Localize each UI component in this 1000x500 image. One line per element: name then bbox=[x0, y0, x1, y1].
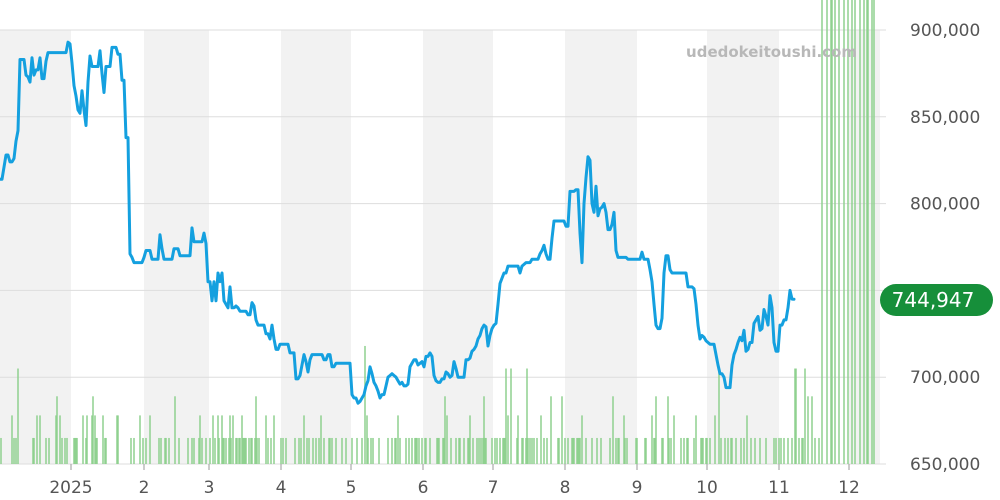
y-tick-label: 850,000 bbox=[910, 108, 980, 128]
last-value-badge: 744,947 bbox=[880, 284, 993, 316]
last-value-label: 744,947 bbox=[892, 288, 975, 312]
watermark-text: udedokeitoushi.com bbox=[686, 43, 857, 61]
x-tick-label: 7 bbox=[488, 478, 499, 498]
x-tick-label: 12 bbox=[838, 478, 860, 498]
x-tick-label: 10 bbox=[696, 478, 718, 498]
y-tick-label: 900,000 bbox=[910, 21, 980, 41]
x-tick-label: 2025 bbox=[49, 478, 92, 498]
month-band bbox=[423, 30, 493, 464]
month-band bbox=[0, 30, 71, 464]
y-tick-label: 800,000 bbox=[910, 195, 980, 215]
x-tick-label: 9 bbox=[632, 478, 643, 498]
month-band bbox=[281, 30, 351, 464]
price-line bbox=[0, 40, 796, 405]
y-axis-ticks: 650,000700,000750,000800,000850,000900,0… bbox=[910, 21, 980, 475]
month-band bbox=[144, 30, 209, 464]
x-tick-label: 11 bbox=[768, 478, 790, 498]
x-tick-label: 8 bbox=[560, 478, 571, 498]
x-tick-label: 3 bbox=[204, 478, 215, 498]
month-band bbox=[707, 30, 779, 464]
x-tick-label: 6 bbox=[418, 478, 429, 498]
x-tick-label: 4 bbox=[276, 478, 287, 498]
x-tick-label: 2 bbox=[139, 478, 150, 498]
month-bands bbox=[0, 30, 880, 464]
volume-bars bbox=[0, 0, 875, 464]
x-axis-ticks: 2025 2 3 4 5 6 7 8 9 10 11 12 bbox=[49, 464, 860, 498]
last-value-badge-bg bbox=[880, 284, 993, 316]
month-band bbox=[565, 30, 637, 464]
y-tick-label: 650,000 bbox=[910, 455, 980, 475]
x-tick-label: 5 bbox=[346, 478, 357, 498]
y-tick-label: 700,000 bbox=[910, 368, 980, 388]
